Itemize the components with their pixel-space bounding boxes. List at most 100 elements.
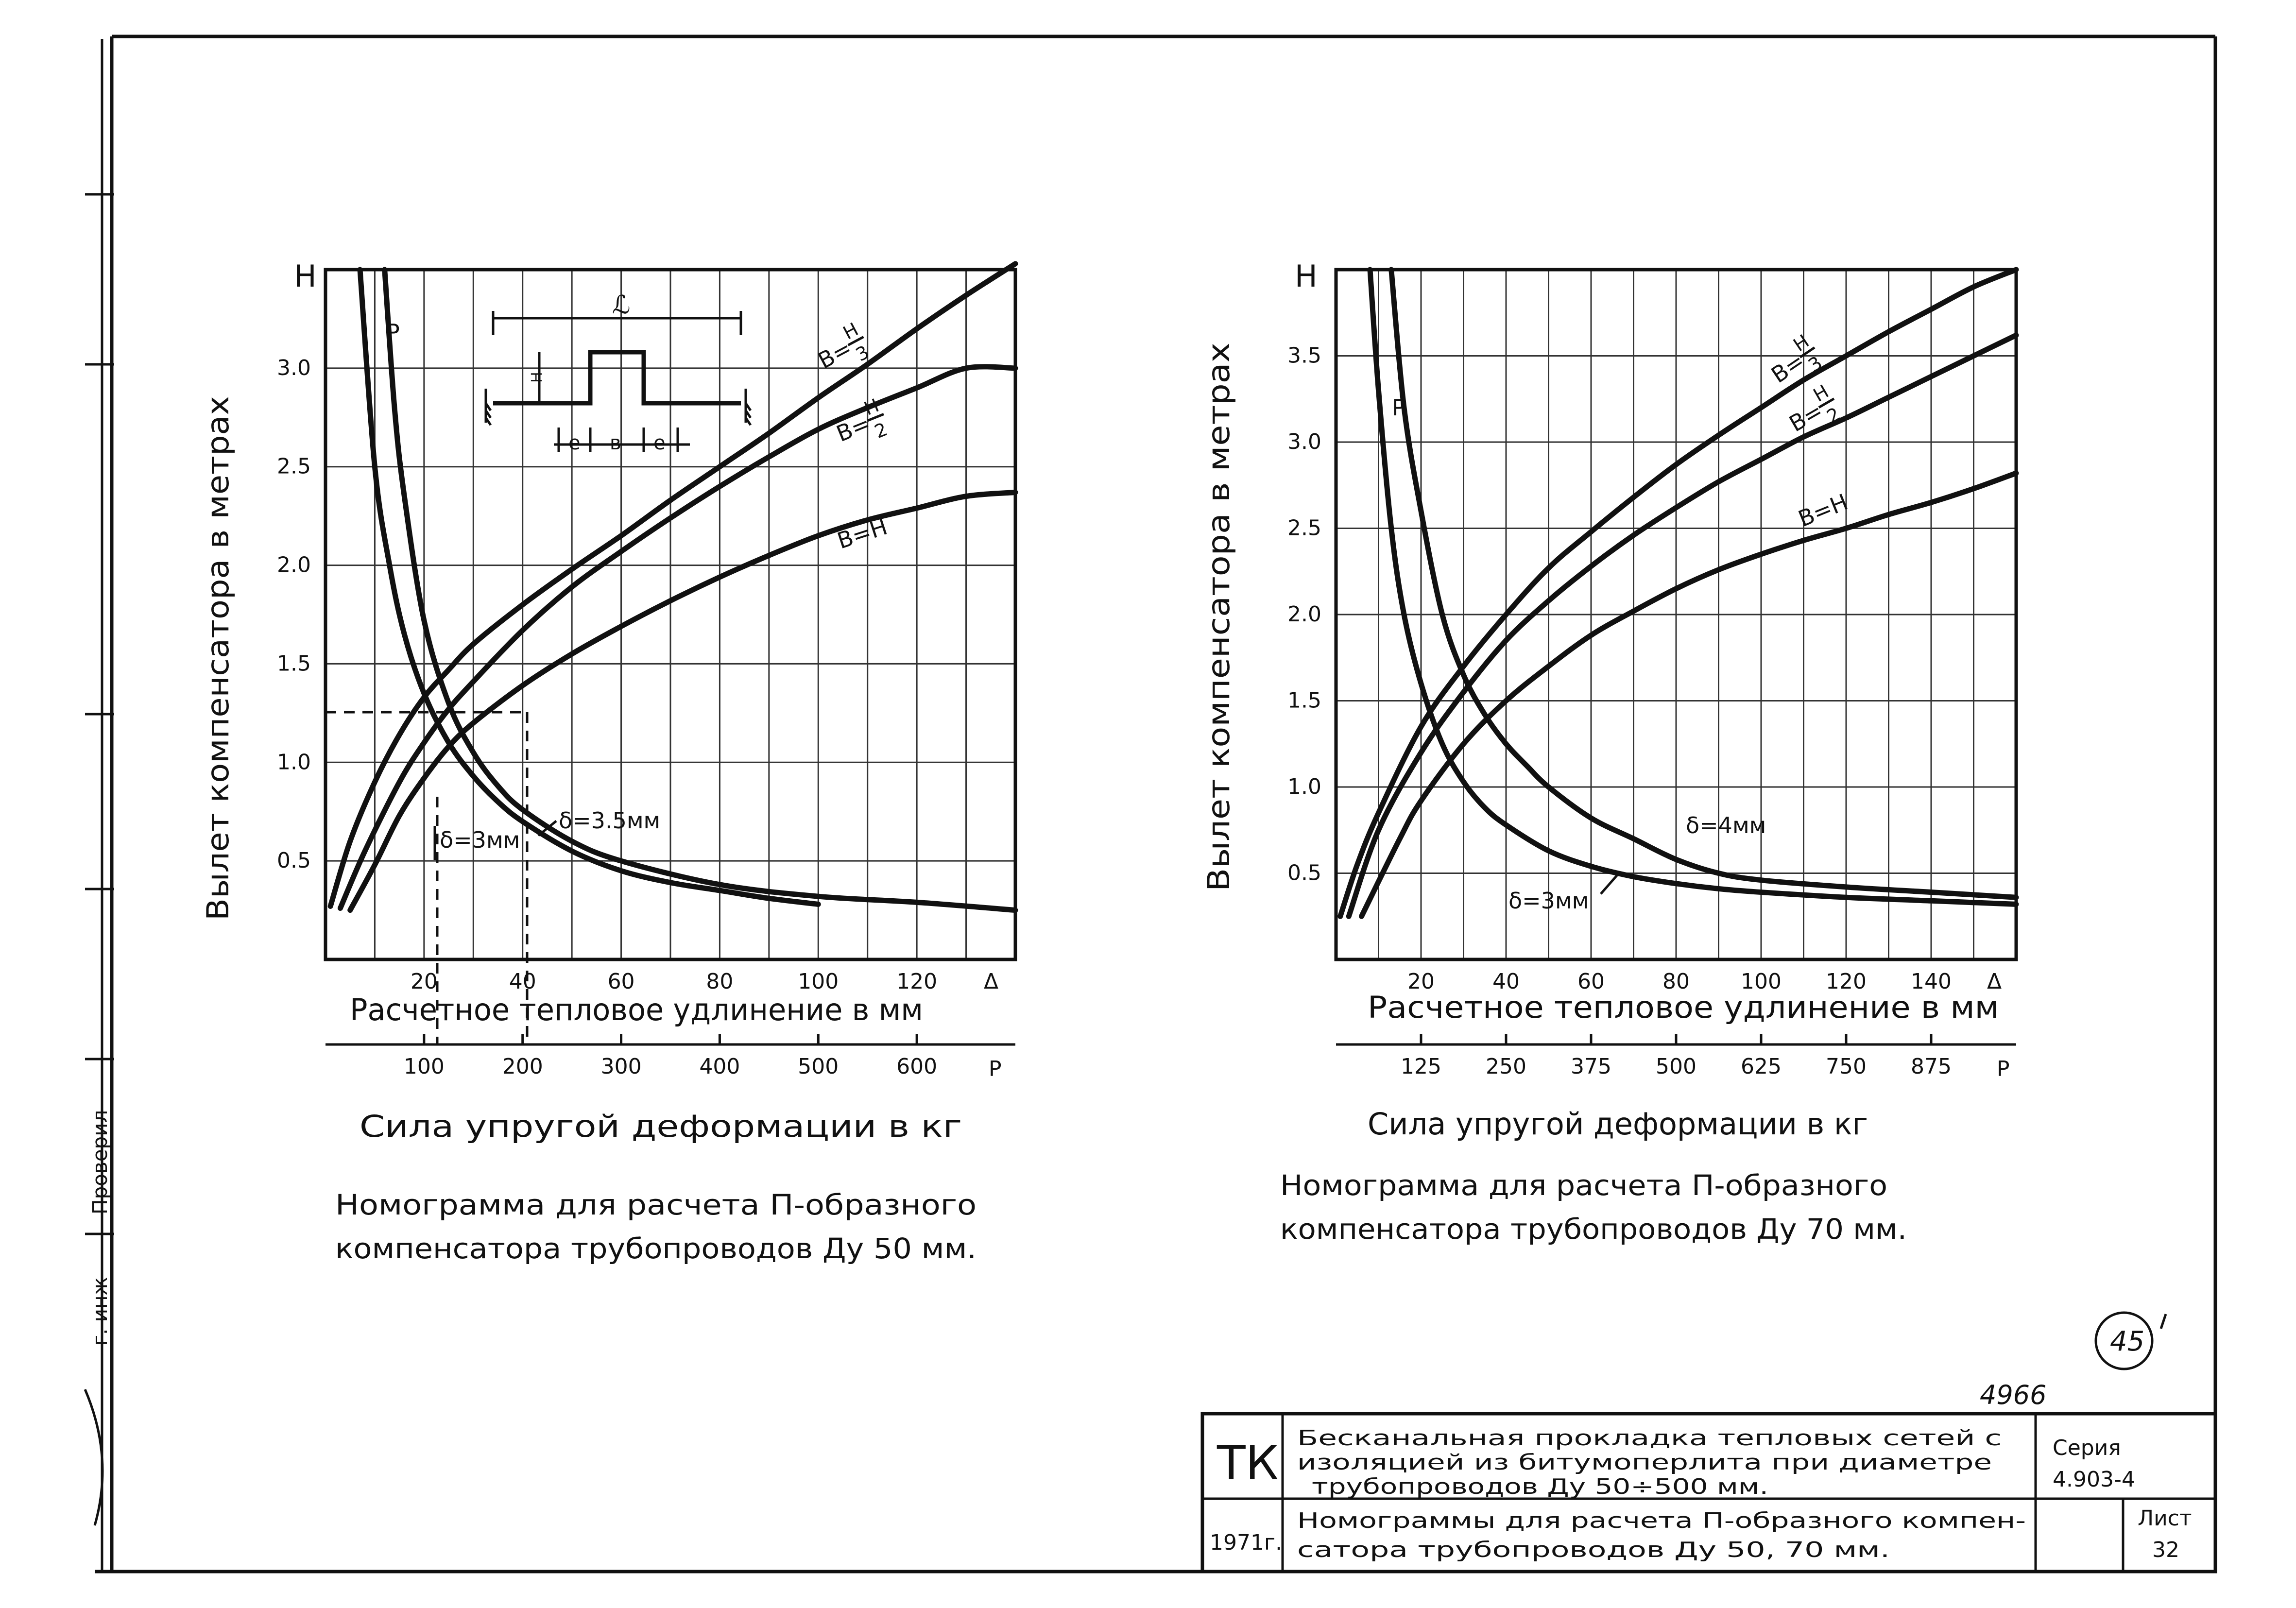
chart-du50-xtick: 80: [706, 969, 733, 994]
page-number: 45: [2110, 1326, 2144, 1357]
chart-du70-ytick: 2.5: [1287, 516, 1321, 541]
chart-du70-xtick: 120: [1826, 969, 1867, 994]
chart-du70-series-2: [1359, 470, 2019, 919]
series-label: Серия: [2053, 1436, 2121, 1460]
sheet-frame: [95, 34, 2217, 1574]
chart-du70-ptick: 125: [1401, 1054, 1441, 1079]
chart-du70: 3.53.02.52.01.51.00.5 20 40 60 80 100 120 140 …: [1201, 258, 2019, 1246]
chart-du70-label-p-curve: Р: [1392, 394, 1405, 421]
chart-du70-grid: [1336, 270, 2016, 959]
chart-du70-series-4: [1367, 267, 2019, 907]
chart-du70-y-marker: Н: [1295, 258, 1318, 294]
chart-du50-ytick: 1.5: [277, 651, 311, 676]
chart-du50-inset-schematic: ℒ Н е в е: [484, 291, 752, 454]
chart-du50-p-title: Сила упругой деформации в кг: [360, 1109, 962, 1144]
chart-du70-ptick: 250: [1486, 1054, 1526, 1079]
chart-du70-xtick: 100: [1741, 969, 1782, 994]
title-logo: ТК: [1217, 1436, 1279, 1490]
chart-du50-curves: [327, 261, 1018, 913]
chart-du70-series-3: [1388, 267, 2019, 900]
sheet-label: Лист: [2138, 1506, 2192, 1531]
title-year: 1971г.: [1210, 1530, 1282, 1555]
chart-du50-yticks: 3.0 2.5 2.0 1.5 1.0 0.5: [277, 356, 311, 873]
chart-du50-series-0: [327, 261, 1018, 909]
drawing-number-stamp: 4966: [1980, 1380, 2046, 1410]
chart-du70-label-delta1: δ=4мм: [1686, 812, 1766, 838]
sheet-title-line1: Номограммы для расчета П-образного компе…: [1297, 1508, 2026, 1533]
chart-du70-y-title: Вылет компенсатора в метрах: [1201, 342, 1236, 891]
chart-du50-grid: [326, 270, 1015, 959]
chart-du70-x-marker: Δ: [1987, 969, 2002, 994]
signature-mark: [84, 1389, 104, 1526]
inset-b-label: в: [610, 432, 621, 454]
chart-du50-ytick: 0.5: [277, 848, 311, 873]
chart-du70-xtick: 60: [1577, 969, 1605, 994]
chart-du50-label-delta1: δ=3мм: [440, 827, 520, 853]
chart-du50-xtick: 20: [411, 969, 438, 994]
chart-du70-p-marker: Р: [1997, 1057, 2010, 1081]
chart-du70-series-1: [1346, 332, 2019, 919]
chart-du50-xtick: 40: [509, 969, 536, 994]
chart-du50-ptick: 200: [502, 1054, 543, 1079]
chart-du50-xtick: 60: [608, 969, 635, 994]
chart-du70-xtick: 20: [1407, 969, 1435, 994]
chart-du50-p-marker: Р: [989, 1057, 1002, 1081]
checked-label: Проверил: [88, 1110, 112, 1215]
chart-du70-ptick: 750: [1826, 1054, 1867, 1079]
chart-du50: 3.0 2.5 2.0 1.5 1.0 0.5 20 40 60 80 100 120 100 200…: [200, 258, 1018, 1265]
chart-du50-y-title: Вылет компенсатора в метрах: [200, 396, 236, 921]
chart-du50-caption-line2: компенсатора трубопроводов Ду 50 мм.: [335, 1232, 977, 1265]
chart-du70-ytick: 3.0: [1287, 429, 1321, 454]
chart-du50-example-lines: [326, 711, 529, 1044]
chart-du50-y-marker: Н: [294, 258, 317, 294]
chart-du70-curves: [1337, 267, 2019, 919]
chart-du50-label-delta2: δ=3.5мм: [559, 807, 660, 834]
chart-du70-x-title: Расчетное тепловое удлинение в мм: [1368, 990, 1999, 1025]
chart-du70-ptick: 625: [1741, 1054, 1782, 1079]
chart-du50-ytick: 2.5: [277, 454, 311, 479]
title-block: ТК Бесканальная прокладка тепловых сетей…: [1200, 1412, 2217, 1574]
title-line1: Бесканальная прокладка тепловых сетей с: [1297, 1426, 2002, 1451]
chart-du70-ptick: 500: [1656, 1054, 1696, 1079]
chart-du70-plot-frame: [1334, 268, 2018, 961]
chart-du50-series-1: [337, 364, 1018, 911]
chart-du70-ptick: 875: [1911, 1054, 1952, 1079]
chart-du50-ytick: 1.0: [277, 750, 311, 774]
chart-du50-ptick: 600: [896, 1054, 937, 1079]
inset-h-label: Н: [529, 372, 546, 383]
inset-e2-label: е: [653, 432, 666, 454]
chart-du70-ytick: 1.0: [1287, 774, 1321, 799]
chart-du70-xticks: 20 40 60 80 100 120 140: [1407, 969, 1952, 994]
chart-du70-xtick: 40: [1492, 969, 1520, 994]
chart-du50-ptick: 400: [699, 1054, 740, 1079]
chart-du70-label-bh2-den: 2: [1823, 403, 1844, 428]
chart-du50-pticks: 100 200 300 400 500 600: [404, 1034, 937, 1079]
chart-du70-ytick: 2.0: [1287, 602, 1321, 627]
chart-du50-label-bh: В=Н: [834, 513, 891, 554]
chart-du70-caption-line2: компенсатора трубопроводов Ду 70 мм.: [1280, 1213, 1907, 1246]
chart-du50-x-marker: Δ: [984, 969, 998, 994]
inset-l-label: ℒ: [612, 291, 630, 320]
chart-du70-ytick: 1.5: [1287, 688, 1321, 713]
chart-du50-label-bh2-den: 2: [872, 418, 891, 443]
title-line2: изоляцией из битумоперлита при диаметре: [1297, 1450, 1992, 1475]
series-value: 4.903-4: [2053, 1467, 2135, 1492]
chart-du50-ytick: 3.0: [277, 356, 311, 380]
chart-du70-delta2-leader: [1600, 873, 1619, 895]
chart-du70-ytick: 3.5: [1287, 343, 1321, 368]
chart-du50-xticks: 20 40 60 80 100 120: [411, 969, 937, 994]
chart-du70-ytick: 0.5: [1287, 861, 1321, 886]
chart-du50-x-title: Расчетное тепловое удлинение в мм: [350, 992, 923, 1027]
chart-du50-ptick: 500: [798, 1054, 839, 1079]
chart-du50-series-4: [382, 267, 1018, 913]
chart-du70-caption-line1: Номограмма для расчета П-образного: [1280, 1169, 1887, 1202]
chart-du50-ptick: 300: [601, 1054, 642, 1079]
side-margin-stamp: Проверил г. инж: [84, 193, 114, 1526]
chart-du50-series-2: [347, 489, 1018, 913]
page-number-stamp: 45: [2094, 1311, 2167, 1370]
chart-du50-label-p-curve: Р: [386, 319, 400, 345]
chart-du50-plot-frame: [324, 268, 1017, 961]
chart-du70-pticks: 125 250 375 500 625 750 875: [1401, 1034, 1952, 1079]
chart-du50-xtick: 120: [896, 969, 937, 994]
